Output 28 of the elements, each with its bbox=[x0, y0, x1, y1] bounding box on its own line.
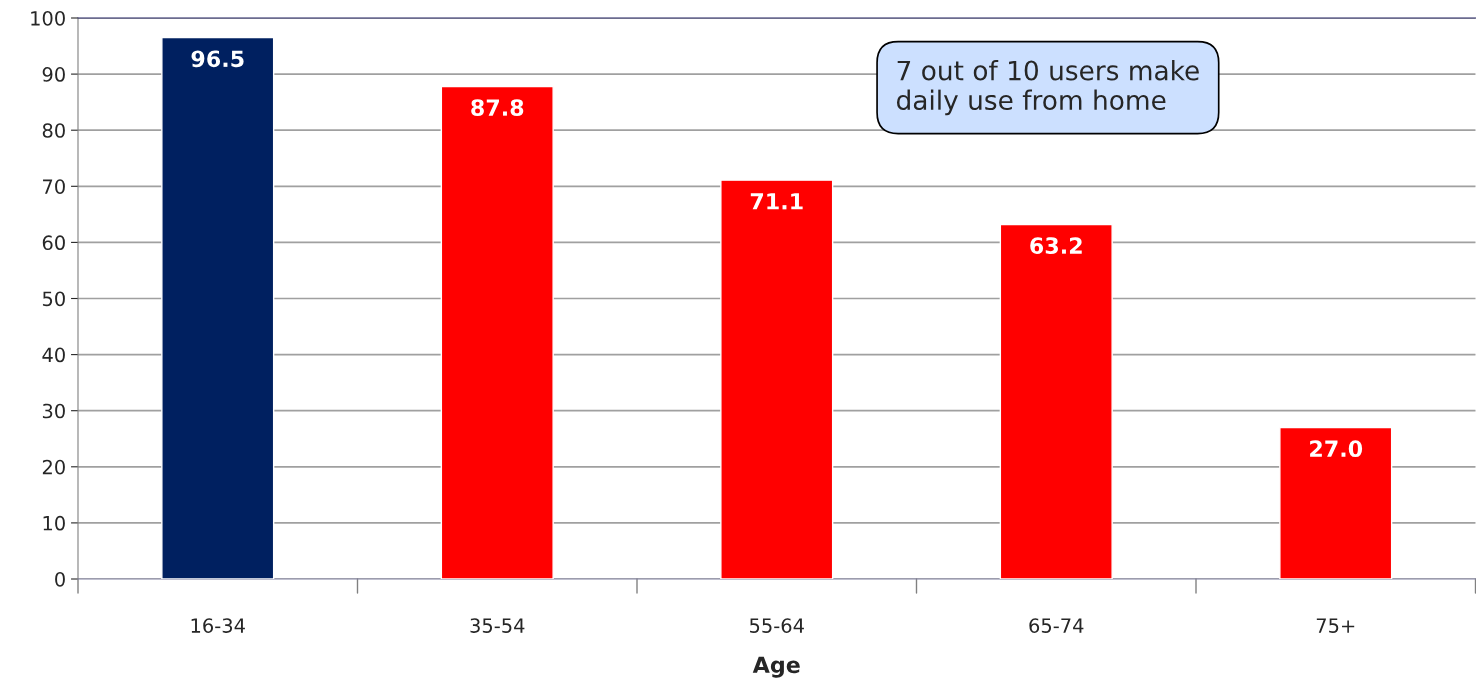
x-tick-label: 75+ bbox=[1316, 618, 1355, 633]
y-tick-label: 90 bbox=[42, 67, 65, 82]
y-tick-label: 80 bbox=[42, 123, 65, 138]
y-tick-label: 40 bbox=[42, 347, 65, 363]
data-label: 63.2 bbox=[1030, 237, 1082, 254]
y-tick-label: 70 bbox=[43, 179, 65, 194]
data-label: 27.0 bbox=[1310, 440, 1363, 458]
data-label: 71.1 bbox=[750, 193, 803, 210]
bar bbox=[720, 179, 834, 579]
x-tick-label: 35-54 bbox=[470, 618, 525, 633]
bar bbox=[161, 36, 275, 579]
y-tick-label: 10 bbox=[43, 515, 65, 531]
y-tick-label: 20 bbox=[42, 459, 65, 475]
x-tick-label: 55-64 bbox=[750, 618, 804, 633]
x-tick-label: 65-74 bbox=[1029, 618, 1084, 633]
y-tick-label: 0 bbox=[55, 571, 65, 587]
data-label: 87.8 bbox=[471, 99, 524, 116]
bar bbox=[999, 223, 1113, 579]
y-tick-label: 60 bbox=[42, 235, 65, 251]
y-tick-label: 100 bbox=[31, 10, 65, 26]
x-tick-label: 16-34 bbox=[191, 618, 245, 633]
y-tick-label: 30 bbox=[42, 403, 65, 419]
annotation: 7 out of 10 users make daily use from home bbox=[896, 60, 1199, 116]
x-axis-title: Age bbox=[752, 656, 800, 678]
data-label: 96.5 bbox=[191, 50, 244, 68]
bar bbox=[1279, 426, 1393, 579]
bar bbox=[440, 85, 554, 579]
y-tick-label: 50 bbox=[42, 291, 65, 307]
